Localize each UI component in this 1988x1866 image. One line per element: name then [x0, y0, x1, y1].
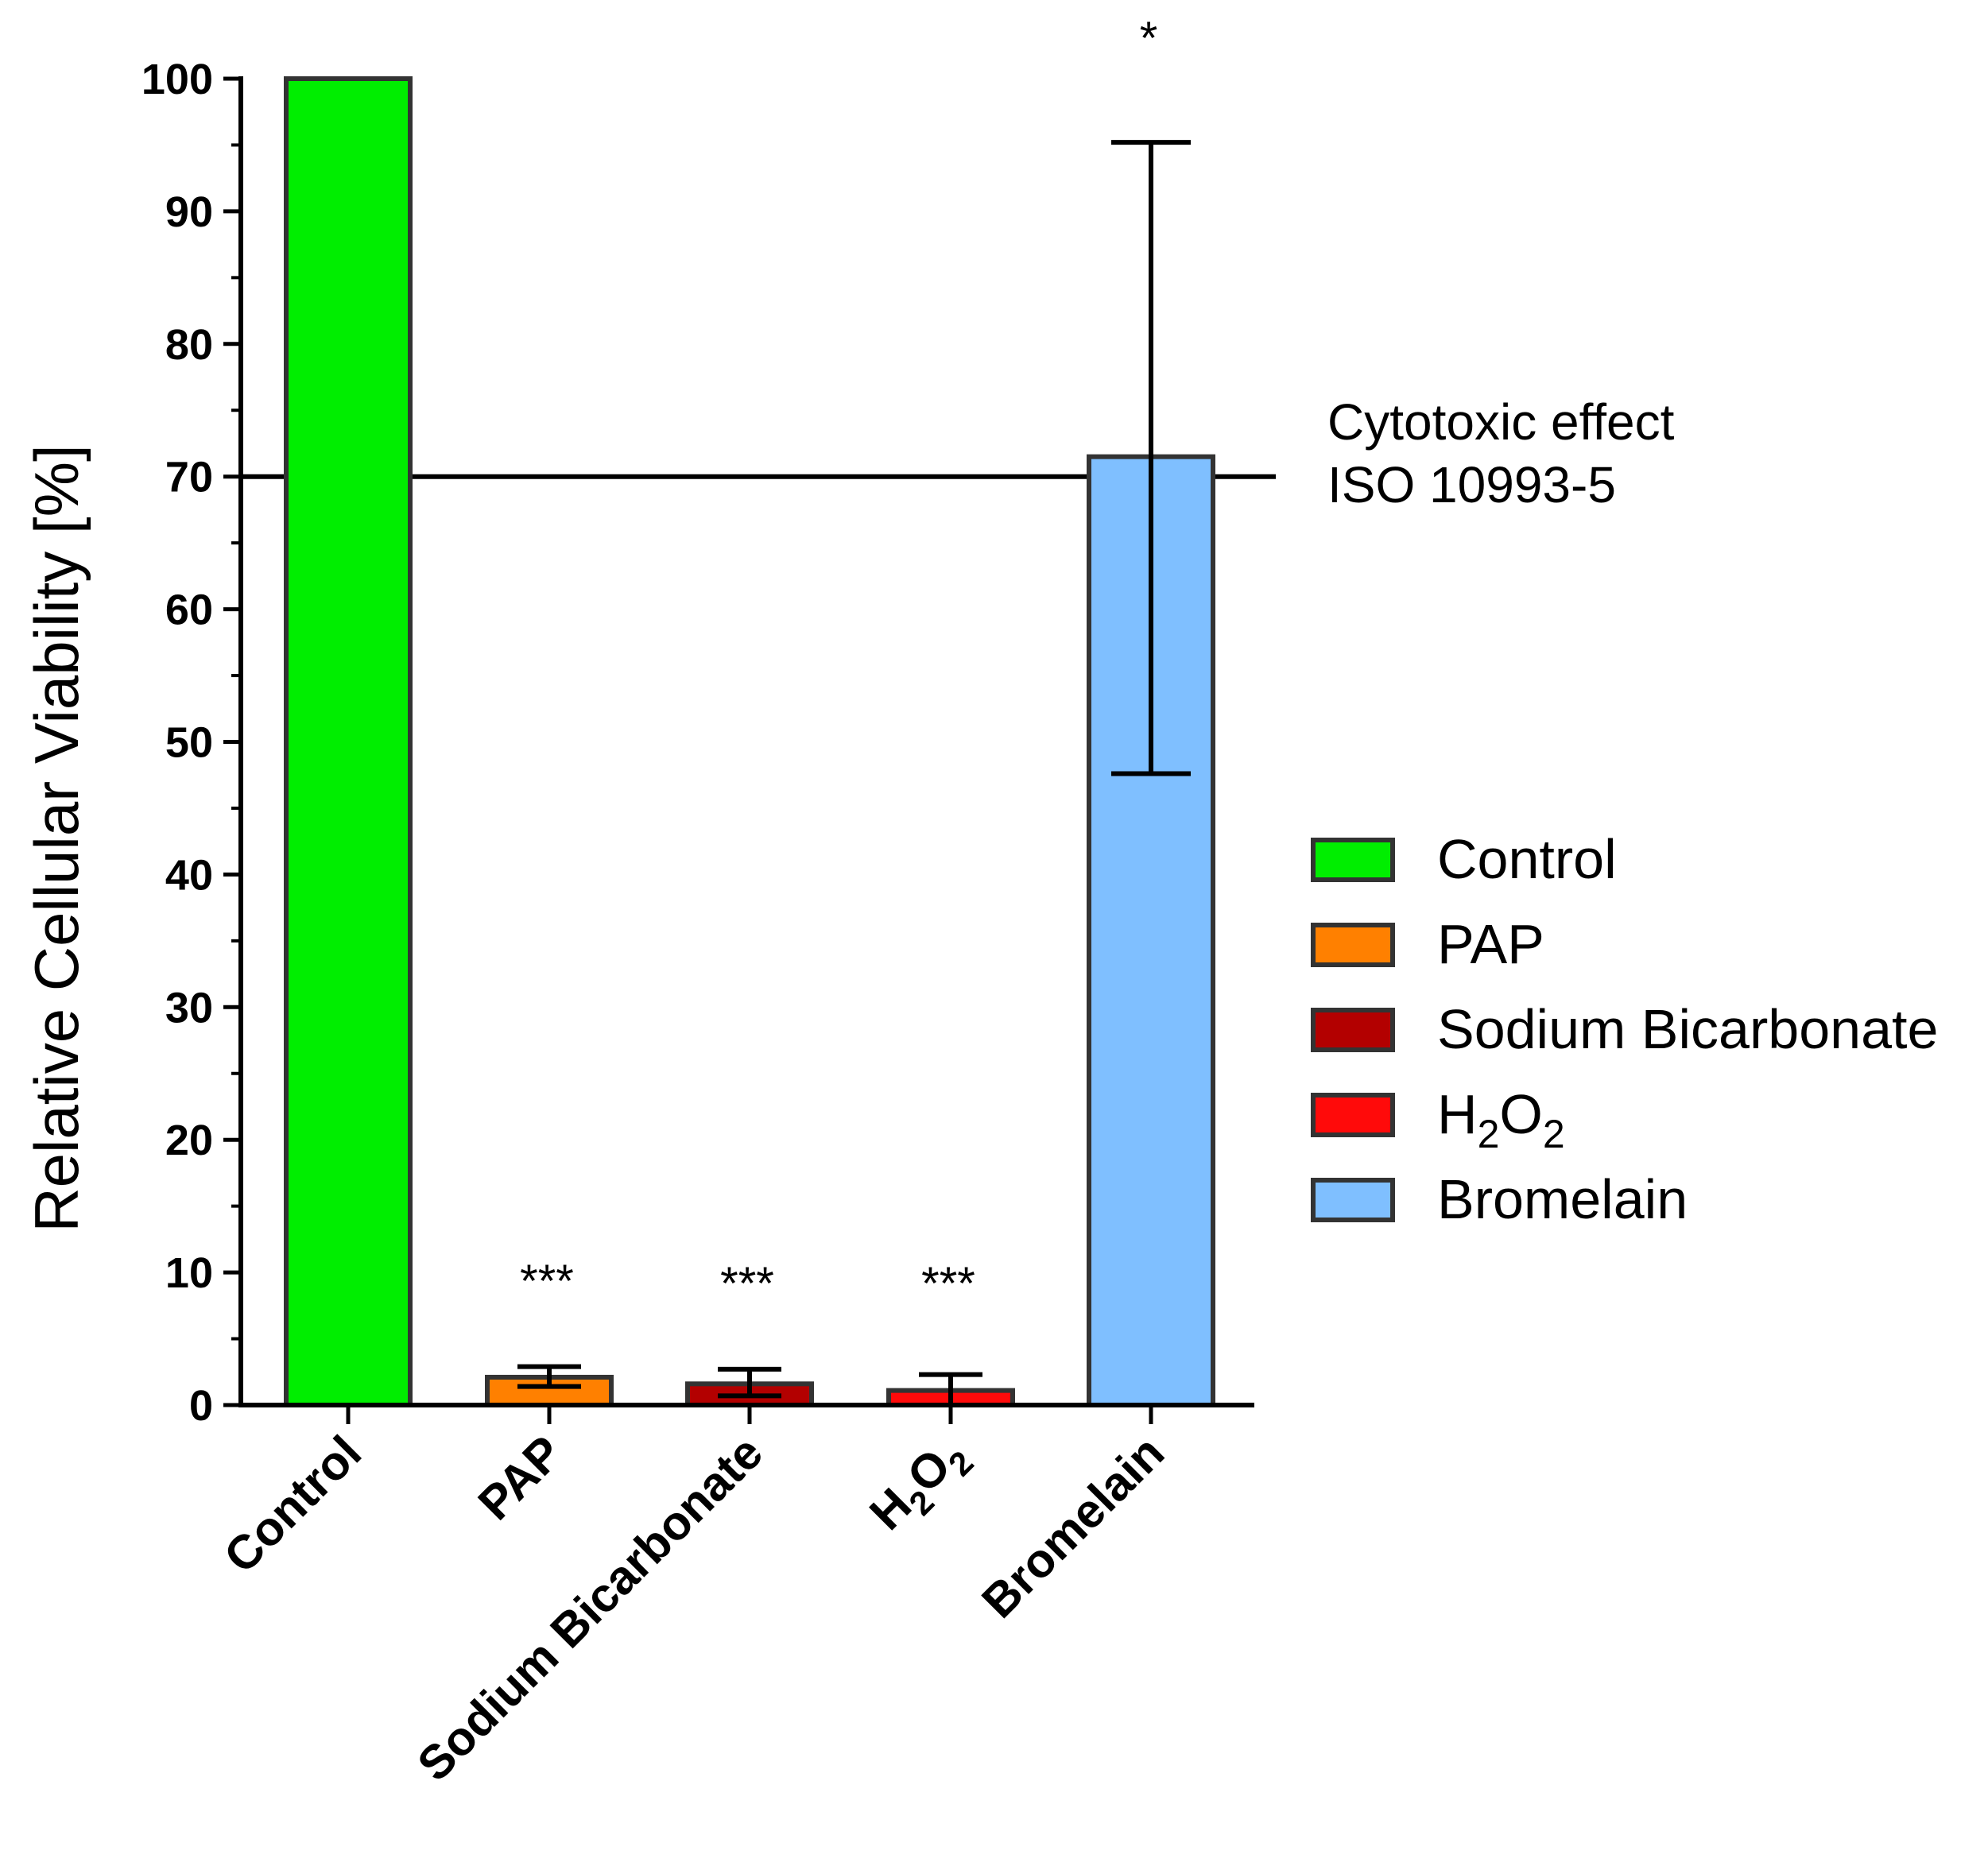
y-tick-label: 60: [165, 587, 213, 634]
y-tick-label: 30: [165, 984, 213, 1032]
legend-item: Bromelain: [1311, 1168, 1688, 1230]
bar-control: [284, 76, 413, 1407]
significance-marker: *: [1140, 13, 1158, 64]
y-tick-label: 80: [165, 321, 213, 369]
legend-label: Sodium Bicarbonate: [1437, 998, 1938, 1060]
reference-line-label-line2: ISO 10993-5: [1327, 456, 1616, 513]
y-tick-label: 0: [189, 1382, 213, 1430]
y-tick-label: 100: [141, 56, 213, 103]
error-bars: [517, 140, 1191, 1405]
legend-item: Control: [1311, 828, 1617, 890]
legend-label: Bromelain: [1437, 1168, 1688, 1230]
x-tick-label: Sodium Bicarbonate: [407, 1426, 773, 1791]
legend-swatch: [1311, 1093, 1395, 1137]
reference-line-label-line1: Cytotoxic effect: [1327, 393, 1675, 451]
legend-swatch: [1311, 1008, 1395, 1052]
legend-swatch: [1311, 923, 1395, 967]
legend-item: Sodium Bicarbonate: [1311, 998, 1938, 1060]
x-tick-label: PAP: [468, 1426, 572, 1530]
axes: [238, 76, 1254, 1424]
y-tick-label: 40: [165, 851, 213, 899]
significance-marker: ***: [520, 1256, 574, 1307]
y-tick-label: 90: [165, 188, 213, 236]
legend-swatch: [1311, 838, 1395, 882]
significance-marker: ***: [921, 1258, 975, 1310]
y-tick-label: 50: [165, 719, 213, 767]
significance-marker: ***: [720, 1258, 774, 1310]
x-tick-label: Bromelain: [971, 1426, 1174, 1628]
x-tick-label: H2O2: [859, 1426, 981, 1547]
legend-item: H2O2: [1311, 1083, 1565, 1156]
legend: Control PAP Sodium Bicarbonate H2O2 Bromelai…: [1311, 828, 1938, 1230]
legend-label: Control: [1437, 828, 1617, 890]
y-tick-label: 70: [165, 454, 213, 501]
legend-label: H2O2: [1437, 1083, 1565, 1156]
y-tick-label: 20: [165, 1117, 213, 1164]
legend-item: PAP: [1311, 913, 1544, 975]
x-tick-label: Control: [214, 1426, 371, 1583]
y-axis-ticks: [223, 76, 241, 1407]
legend-swatch: [1311, 1178, 1395, 1222]
legend-label: PAP: [1437, 913, 1544, 975]
y-tick-label: 10: [165, 1249, 213, 1297]
bars: [284, 76, 1215, 1408]
y-axis-label: Relative Cellular Viability [%]: [21, 444, 91, 1232]
